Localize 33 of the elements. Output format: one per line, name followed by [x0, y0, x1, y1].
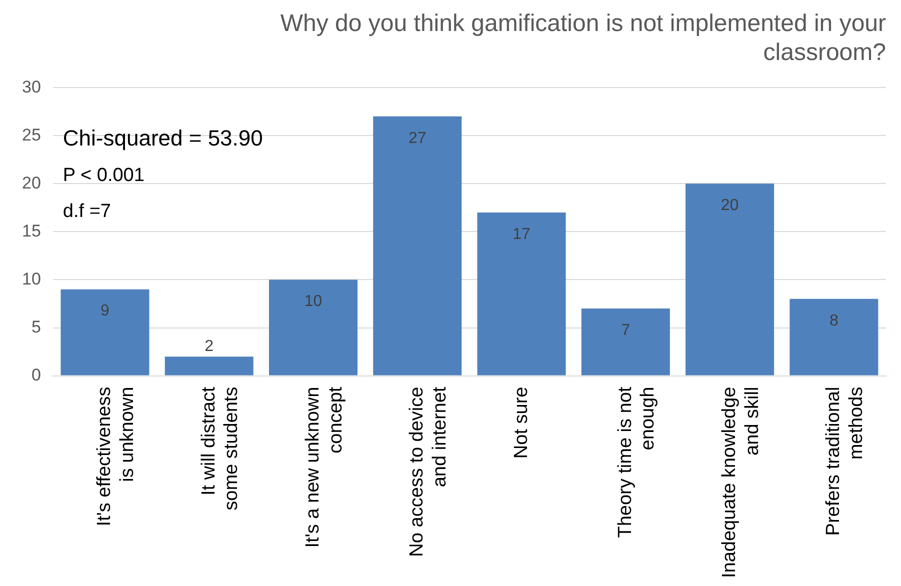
data-label: 27: [408, 130, 426, 147]
bar: [790, 298, 878, 376]
bar: [686, 184, 774, 376]
data-label: 9: [100, 302, 110, 320]
y-tick-label: 0: [31, 365, 41, 384]
data-label: 8: [829, 312, 838, 330]
annotation: Chi-squared = 53.90: [62, 126, 263, 151]
x-tick-label: Not sure: [510, 386, 532, 459]
data-label: 17: [512, 226, 531, 243]
y-tick-label: 15: [22, 221, 41, 240]
x-tick-label: Inadequate knowledge and skill: [719, 386, 763, 578]
y-tick-label: 10: [22, 269, 41, 288]
data-label: 10: [304, 293, 322, 310]
y-tick-label: 5: [31, 317, 41, 336]
bar: [581, 308, 670, 376]
y-tick-label: 25: [22, 125, 41, 144]
y-tick-label: 30: [22, 77, 41, 96]
data-label: 20: [720, 197, 739, 214]
bar: [477, 212, 566, 376]
bar: [268, 280, 358, 376]
annotation: d.f =7: [62, 200, 111, 222]
x-tick-label: Theory time is not enough: [614, 386, 659, 538]
x-tick-label: Prefers traditional methods: [823, 386, 867, 536]
x-tick-label: It's effectiveness is unknown: [94, 386, 138, 526]
bar: [164, 356, 254, 376]
bar: [60, 289, 150, 376]
chart-title: Why do you think gamification is not implemented in your classroom?: [280, 10, 886, 66]
annotation: P < 0.001: [62, 164, 144, 186]
data-label: 7: [621, 322, 630, 339]
bar: [373, 116, 462, 376]
data-label: 2: [204, 338, 214, 355]
x-tick-label: It's a new unknown concept: [302, 386, 346, 548]
y-tick-label: 20: [22, 173, 41, 192]
